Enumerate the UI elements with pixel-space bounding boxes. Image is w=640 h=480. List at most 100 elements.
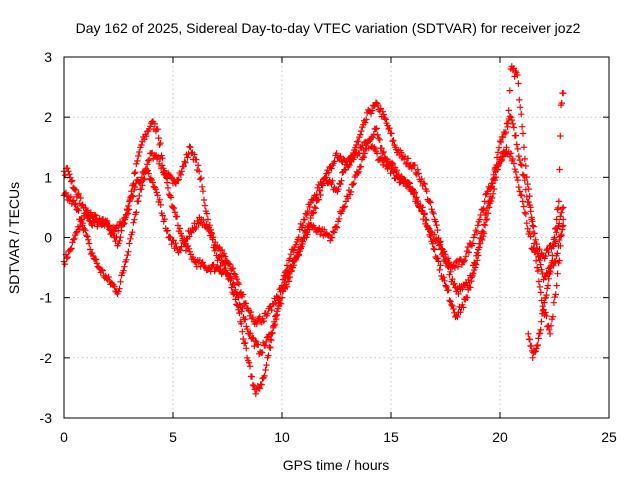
data-point-track-a [138, 141, 145, 149]
data-point-track-a [511, 166, 519, 173]
data-point-track-c [335, 215, 343, 222]
data-point-track-b [434, 255, 441, 262]
data-point-track-b [247, 330, 254, 337]
data-point-track-b [242, 316, 249, 323]
data-point-track-c [338, 207, 346, 215]
data-point-track-b [519, 171, 526, 178]
data-point-track-a [455, 290, 462, 298]
data-point-track-b [105, 273, 112, 281]
y-tick-label: 0 [44, 230, 52, 246]
data-point-track-c [131, 183, 139, 191]
data-point-track-d [536, 330, 544, 337]
data-point-track-a [421, 180, 428, 188]
data-point-track-b [124, 252, 131, 259]
data-point-track-a [556, 220, 563, 227]
y-tick-label: 2 [44, 109, 52, 125]
data-point-track-b [331, 158, 338, 165]
data-point-track-c [357, 163, 365, 170]
data-point-track-a [199, 188, 207, 195]
data-point-track-c [374, 131, 381, 139]
data-point-track-a [172, 180, 180, 187]
data-point-track-a [299, 222, 306, 229]
data-point-track-c [129, 193, 137, 200]
data-point-track-a [63, 255, 70, 262]
x-axis-title: GPS time / hours [283, 457, 390, 473]
data-point-track-c [242, 300, 250, 307]
data-point-track-b [163, 179, 171, 186]
data-point-track-c [526, 192, 533, 200]
data-point-track-c [125, 206, 133, 213]
data-point-track-a [358, 127, 365, 135]
data-point-track-c [553, 282, 560, 289]
data-point-track-c [476, 216, 483, 223]
data-point-track-a [240, 335, 247, 343]
data-point-track-c [379, 150, 386, 157]
data-point-track-a [374, 101, 382, 109]
data-point-track-b [67, 193, 74, 201]
data-point-track-c [556, 257, 563, 264]
data-point-track-a [357, 131, 364, 138]
data-point-track-b [252, 337, 259, 345]
data-point-track-c [104, 217, 111, 225]
data-point-track-b [448, 301, 455, 309]
data-point-track-a [238, 320, 245, 327]
data-point-track-b [502, 128, 510, 136]
data-point-track-c [144, 167, 151, 174]
data-point-track-b [310, 209, 317, 216]
data-point-track-c [557, 242, 564, 250]
data-point-track-a [304, 207, 311, 215]
data-point-track-c [525, 185, 532, 193]
data-point-track-b [169, 204, 177, 211]
data-point-track-d [553, 216, 560, 223]
data-point-track-a [151, 120, 159, 128]
data-point-track-b [255, 341, 262, 348]
data-point-track-c [482, 191, 489, 198]
data-point-track-a [134, 157, 141, 165]
data-point-track-b [318, 181, 325, 188]
data-point-track-b [475, 246, 482, 253]
data-point-track-c [462, 253, 470, 260]
data-point-track-c [537, 289, 544, 296]
data-point-track-c [376, 136, 383, 143]
data-point-track-b [317, 191, 324, 199]
data-point-track-b [435, 258, 442, 265]
data-point-track-b [325, 169, 332, 176]
data-point-track-b [464, 294, 471, 301]
data-point-track-c [64, 165, 71, 172]
data-point-track-b [99, 267, 106, 274]
data-point-track-b [277, 300, 285, 307]
data-point-track-a [403, 159, 411, 167]
data-point-track-d [551, 234, 558, 241]
data-point-track-a [203, 210, 211, 217]
data-point-track-c [138, 174, 146, 181]
data-point-track-a [523, 220, 530, 227]
data-point-track-d [535, 335, 542, 342]
data-point-track-b [538, 266, 545, 273]
data-point-track-b [470, 270, 477, 277]
data-point-track-c [230, 270, 238, 277]
data-point-track-a [243, 354, 251, 361]
data-point-track-b [71, 200, 78, 208]
data-point-track-a [262, 366, 269, 374]
data-point-track-c [558, 232, 565, 239]
data-point-track-b [530, 223, 537, 230]
data-point-track-b [512, 132, 520, 139]
data-point-track-d [538, 318, 545, 325]
data-point-track-a [509, 155, 517, 163]
data-point-track-a [507, 150, 515, 157]
data-point-track-c [395, 173, 402, 181]
data-point-track-b [123, 256, 130, 263]
data-point-track-c [516, 96, 523, 104]
data-point-track-c [329, 228, 337, 235]
data-point-track-b [262, 338, 270, 345]
data-point-track-b [393, 167, 401, 174]
data-point-track-b [430, 245, 437, 252]
data-point-track-a [430, 210, 437, 217]
data-point-track-c [360, 153, 367, 161]
data-point-track-a [217, 262, 224, 270]
data-point-track-b [437, 262, 444, 269]
data-point-track-c [93, 216, 100, 224]
data-point-track-a [221, 261, 228, 269]
data-point-track-d [526, 336, 533, 343]
data-point-track-c [464, 243, 472, 251]
